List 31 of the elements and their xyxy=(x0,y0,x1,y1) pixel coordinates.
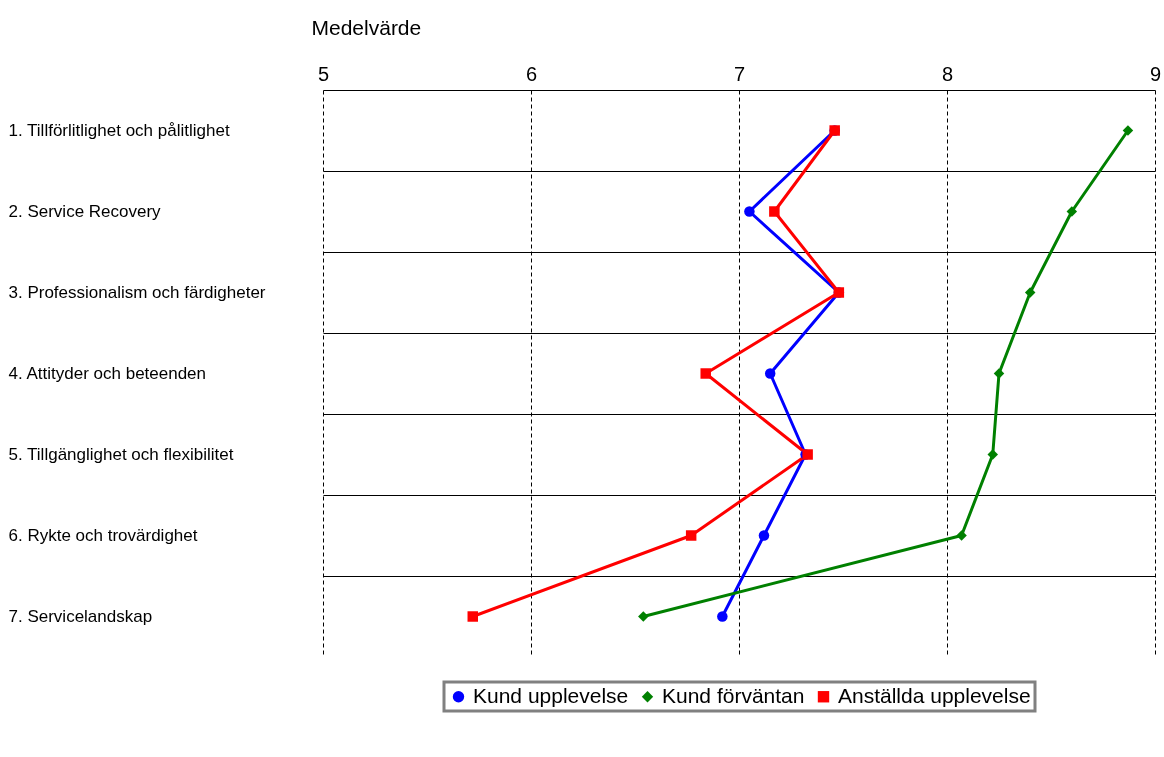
point xyxy=(987,449,998,460)
point xyxy=(638,611,649,622)
point xyxy=(685,530,697,541)
point xyxy=(993,368,1005,379)
y-tick-label: 3. Professionalism och färdigheter xyxy=(8,282,266,302)
point xyxy=(764,368,776,379)
point xyxy=(1024,287,1036,298)
legend-label: Anställda upplevelse xyxy=(838,683,1031,707)
y-tick-label: 1. Tillförlitlighet och pålitlighet xyxy=(8,120,230,140)
x-tick-label: 5 xyxy=(317,62,330,85)
point xyxy=(1066,206,1078,217)
point xyxy=(717,611,728,622)
y-tick-label: 7. Servicelandskap xyxy=(8,606,153,626)
x-tick-label: 9 xyxy=(1149,62,1162,85)
y-tick-label: 6. Rykte och trovärdighet xyxy=(8,525,198,545)
point xyxy=(769,206,780,217)
y-tick-label: 4. Attityder och beteenden xyxy=(8,363,207,383)
point xyxy=(700,368,711,379)
legend-label: Kund förväntan xyxy=(662,683,805,707)
y-tick-label: 5. Tillgänglighet och flexibilitet xyxy=(8,444,234,464)
point xyxy=(744,206,755,217)
point xyxy=(956,530,967,541)
point xyxy=(758,530,770,541)
legend-label: Kund upplevelse xyxy=(473,683,629,707)
y-tick-label: 2. Service Recovery xyxy=(8,201,162,221)
point xyxy=(467,611,478,622)
x-axis-title: Medelvärde xyxy=(311,15,422,39)
x-tick-label: 8 xyxy=(941,62,954,85)
x-tick-label: 7 xyxy=(733,62,746,85)
point xyxy=(1122,125,1134,136)
x-tick-label: 6 xyxy=(525,62,538,85)
